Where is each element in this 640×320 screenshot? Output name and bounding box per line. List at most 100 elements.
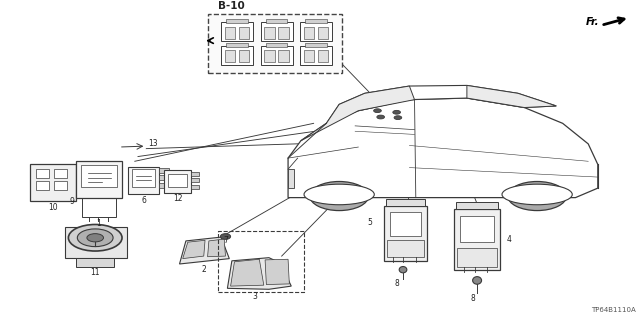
Polygon shape [230, 259, 264, 286]
Bar [300, 46, 332, 65]
Polygon shape [326, 85, 556, 123]
Bar [191, 172, 199, 176]
Bar [387, 240, 424, 257]
Polygon shape [239, 270, 248, 278]
Text: 3: 3 [252, 292, 257, 301]
Ellipse shape [472, 276, 481, 284]
Bar [159, 175, 169, 180]
Text: 8: 8 [394, 279, 399, 288]
Bar [304, 27, 314, 39]
Bar [458, 248, 497, 267]
Text: 12: 12 [173, 194, 182, 203]
Bar [264, 50, 275, 62]
Text: 9: 9 [69, 197, 74, 206]
Bar [54, 169, 67, 178]
Bar [36, 169, 49, 178]
Bar [305, 43, 327, 46]
Polygon shape [182, 240, 205, 259]
Bar [260, 46, 292, 65]
Bar [81, 165, 117, 187]
Ellipse shape [377, 115, 385, 119]
Ellipse shape [325, 189, 353, 203]
Bar [83, 198, 116, 217]
Bar [225, 27, 235, 39]
Bar [318, 27, 328, 39]
Text: 11: 11 [90, 268, 100, 277]
Polygon shape [207, 239, 225, 257]
Bar [288, 169, 294, 188]
Bar [318, 50, 328, 62]
Polygon shape [179, 237, 229, 264]
Polygon shape [265, 259, 289, 284]
Polygon shape [212, 245, 220, 251]
Ellipse shape [304, 184, 374, 205]
Bar [384, 205, 428, 261]
Ellipse shape [87, 234, 104, 242]
Bar [226, 43, 248, 46]
Bar [164, 170, 191, 193]
Bar [278, 50, 289, 62]
Bar [159, 183, 169, 188]
Text: 5: 5 [367, 218, 372, 227]
Bar [129, 167, 159, 195]
Polygon shape [227, 258, 291, 289]
Text: 1: 1 [97, 219, 101, 228]
Bar [300, 22, 332, 41]
Text: 6: 6 [141, 196, 146, 205]
Ellipse shape [393, 110, 401, 114]
Text: B-10: B-10 [218, 1, 244, 12]
Bar [264, 27, 275, 39]
Bar [168, 174, 187, 187]
Bar [76, 161, 122, 198]
Ellipse shape [220, 234, 230, 239]
Text: Fr.: Fr. [586, 17, 600, 27]
Ellipse shape [394, 116, 402, 120]
Polygon shape [301, 86, 415, 141]
Ellipse shape [77, 229, 113, 247]
Bar [218, 231, 304, 292]
Bar [386, 199, 426, 205]
Bar [226, 19, 248, 23]
Ellipse shape [502, 184, 572, 205]
Polygon shape [288, 98, 598, 198]
Bar [390, 212, 421, 236]
Bar [191, 185, 199, 189]
Bar [191, 178, 199, 182]
Bar [260, 22, 292, 41]
Text: 8: 8 [471, 294, 476, 303]
Bar [461, 216, 493, 242]
Polygon shape [271, 270, 280, 278]
Bar [36, 181, 49, 190]
Bar [65, 227, 127, 258]
Text: 2: 2 [202, 265, 206, 274]
Bar [304, 50, 314, 62]
Bar [132, 169, 156, 187]
Bar [305, 19, 327, 23]
Bar [266, 19, 287, 23]
Bar [266, 43, 287, 46]
Text: 10: 10 [48, 203, 58, 212]
Bar [239, 50, 249, 62]
Bar [456, 202, 498, 209]
Bar [221, 46, 253, 65]
Ellipse shape [68, 225, 122, 251]
Bar [30, 164, 76, 201]
Bar [159, 168, 169, 173]
Bar [76, 258, 115, 267]
Text: 13: 13 [148, 140, 157, 148]
Text: TP64B1110A: TP64B1110A [591, 307, 636, 313]
Ellipse shape [310, 181, 369, 211]
Ellipse shape [399, 267, 407, 273]
Text: 7: 7 [223, 236, 228, 245]
Bar [239, 27, 249, 39]
Bar [208, 14, 342, 73]
Ellipse shape [508, 181, 566, 211]
Ellipse shape [374, 109, 381, 113]
Bar [225, 50, 235, 62]
Polygon shape [467, 85, 556, 108]
Bar [278, 27, 289, 39]
Bar [221, 22, 253, 41]
Text: 4: 4 [506, 235, 511, 244]
Bar [454, 209, 500, 270]
Bar [54, 181, 67, 190]
